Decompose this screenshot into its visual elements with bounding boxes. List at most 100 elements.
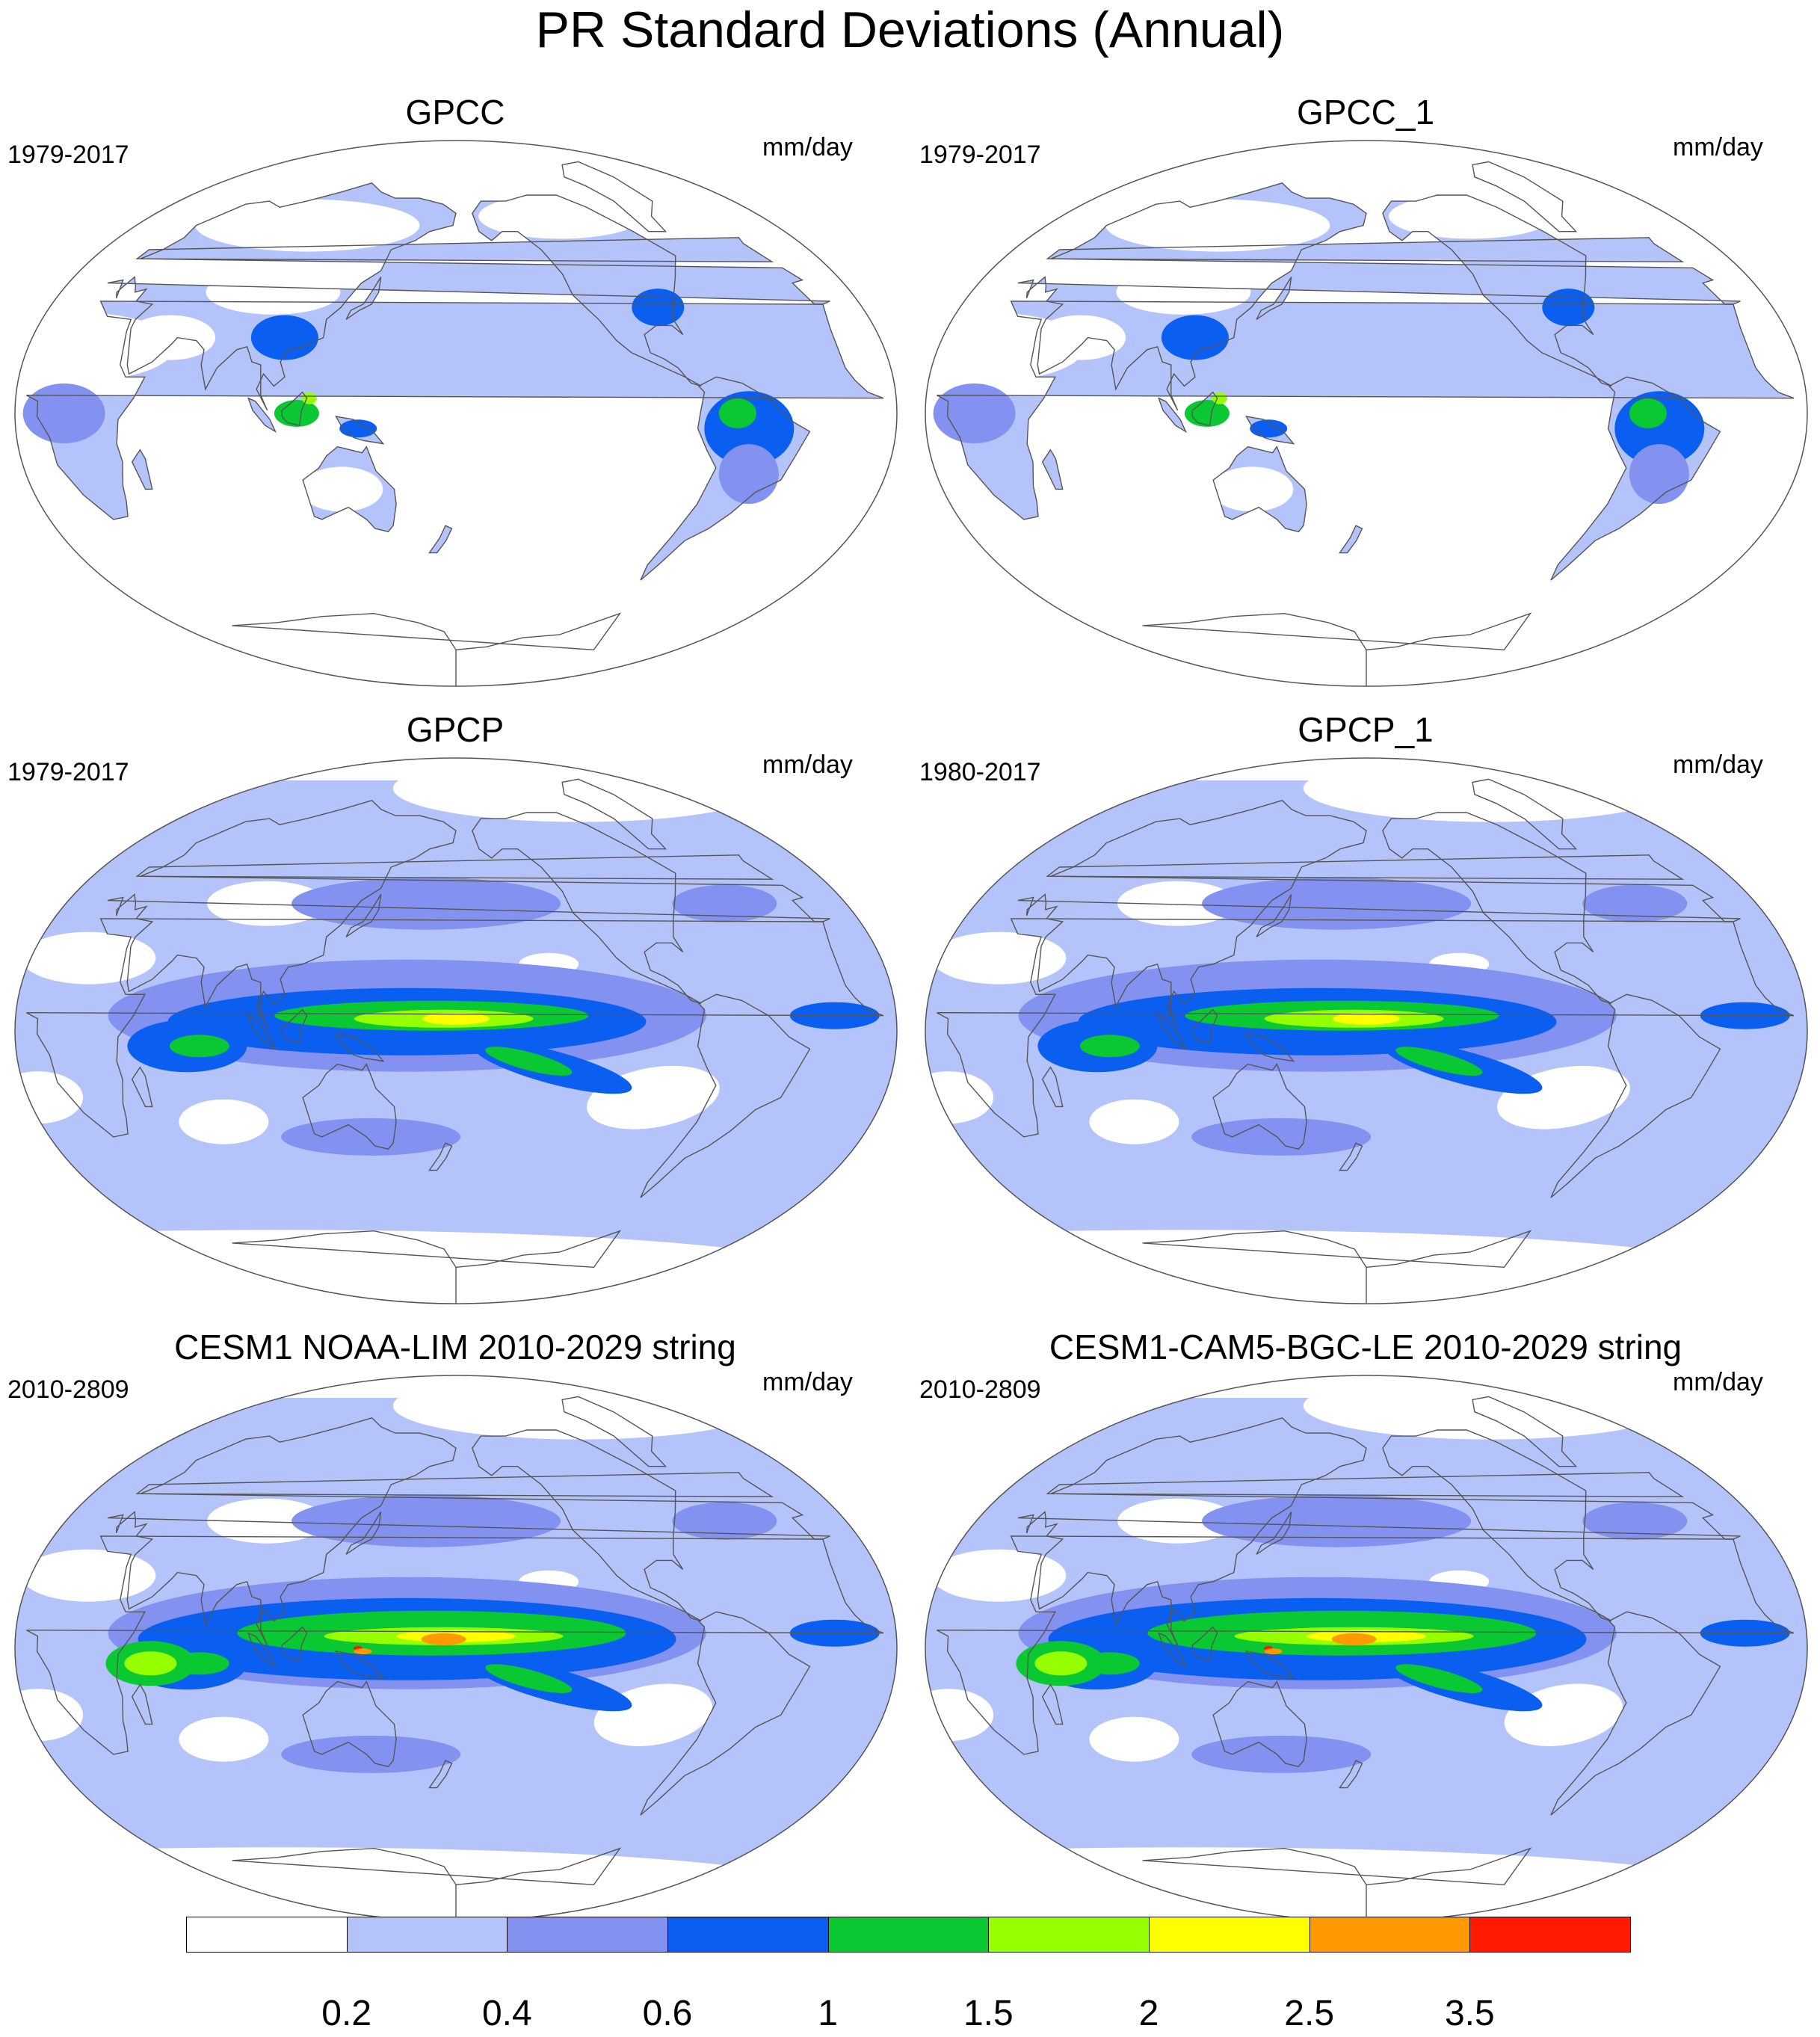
coastline [135, 854, 774, 880]
contour-region [429, 526, 452, 553]
contour-region [250, 315, 318, 360]
coastline [131, 1066, 153, 1108]
contour-region [137, 237, 772, 262]
coastline [247, 1014, 277, 1051]
units-label: mm/day [762, 1368, 853, 1396]
coastline [1472, 161, 1578, 232]
contour-region [206, 269, 341, 315]
map-panel-cesm1-cam5-bgc-le: CESM1-CAM5-BGC-LE 2010-2029 string 2010-… [910, 1235, 1820, 1922]
coastline [345, 277, 382, 320]
contour-region [281, 1735, 461, 1773]
contour-region [1159, 398, 1186, 432]
coastline [1041, 449, 1064, 490]
map-panel-gpcp: GPCP 1979-2017 mm/day [0, 617, 910, 1304]
coastline [281, 1008, 308, 1044]
contour-region [1542, 289, 1595, 327]
colorbar-tick-label: 1.5 [963, 1994, 1014, 2033]
coastline [335, 1033, 385, 1062]
colorbar-segment [1149, 1917, 1310, 1953]
colorbar-tick-label: 0.4 [481, 1994, 532, 2033]
panel-title: GPCC_1 [1296, 93, 1435, 132]
contour-region [354, 1648, 372, 1655]
contour-region [1331, 1633, 1377, 1645]
coastline [1142, 612, 1532, 686]
coastline [640, 993, 811, 1198]
contour-region [26, 301, 883, 520]
coastline [131, 1683, 153, 1725]
contour-region [1079, 1035, 1140, 1058]
coastline [107, 800, 830, 1029]
contour-region [933, 383, 1016, 443]
units-label: mm/day [762, 751, 853, 779]
period-label: 1979-2017 [7, 758, 129, 786]
colorbar-tick-label: 3.5 [1444, 1994, 1495, 2033]
contour-region [179, 1099, 269, 1144]
contour-region [478, 194, 644, 239]
colorbar-segment [346, 1917, 508, 1953]
contour-region [485, 1047, 573, 1076]
colorbar-tick-label: 1 [818, 1994, 839, 2033]
colorbar-segment [186, 1917, 348, 1953]
contour-region [718, 398, 756, 428]
contour-region [1211, 466, 1294, 512]
contour-region [1191, 1118, 1372, 1156]
contour-region [422, 1012, 490, 1025]
contour-region [1582, 1502, 1688, 1540]
coastline [335, 416, 385, 445]
contour-region [392, 1375, 767, 1440]
colorbar-segment [1309, 1917, 1471, 1953]
units-label: mm/day [762, 133, 853, 161]
coastline [1472, 778, 1578, 850]
coastline [345, 1511, 382, 1555]
map-border [925, 757, 1808, 1304]
coastline [1382, 194, 1612, 387]
coastline [1046, 1472, 1685, 1497]
contour-region [1202, 877, 1472, 930]
colorbar-segment [667, 1917, 829, 1953]
contour-region [22, 383, 105, 443]
contour-region [1303, 758, 1677, 822]
coastline [281, 391, 308, 427]
coastline [1212, 446, 1307, 532]
colorbar-tick-label: 2 [1138, 1994, 1159, 2033]
coastline [26, 1535, 884, 1755]
contour-region [1089, 1099, 1179, 1144]
contour-region [1339, 526, 1363, 553]
coastline [335, 1651, 385, 1680]
contour-region [1395, 1664, 1483, 1693]
coastline [561, 778, 667, 850]
panel-title: GPCC [405, 93, 505, 132]
colorbar-segment [988, 1917, 1150, 1953]
coastline [1191, 391, 1218, 427]
coastline [135, 237, 774, 262]
colorbar-tick-label: 2.5 [1284, 1994, 1335, 2033]
contour-region [1042, 449, 1063, 490]
contour-region [1184, 400, 1230, 427]
colorbar-segment [1469, 1917, 1631, 1953]
coastline [247, 397, 277, 434]
coastline [1017, 182, 1741, 411]
contour-region [1047, 237, 1682, 262]
coastline [1212, 1680, 1307, 1767]
coastline [1142, 1847, 1532, 1921]
coastline [1245, 1033, 1295, 1062]
coastline [937, 301, 1795, 520]
contour-region [1105, 199, 1330, 252]
contour-region [1117, 881, 1238, 926]
coastline [247, 1632, 277, 1668]
coastline [1245, 416, 1295, 445]
coastline [428, 1142, 453, 1171]
coastline [472, 1429, 702, 1622]
coastline [1191, 1626, 1218, 1662]
coastline [26, 918, 884, 1138]
coastline [232, 612, 622, 686]
contour-region [1582, 884, 1688, 922]
coastline [1256, 1511, 1292, 1555]
contour-region [124, 1651, 177, 1676]
coastline [428, 525, 453, 554]
coastline [472, 812, 702, 1005]
coastline [1382, 1429, 1612, 1622]
coastline [1550, 376, 1721, 581]
contour-region [1303, 1375, 1677, 1440]
contour-region [1264, 1648, 1283, 1655]
